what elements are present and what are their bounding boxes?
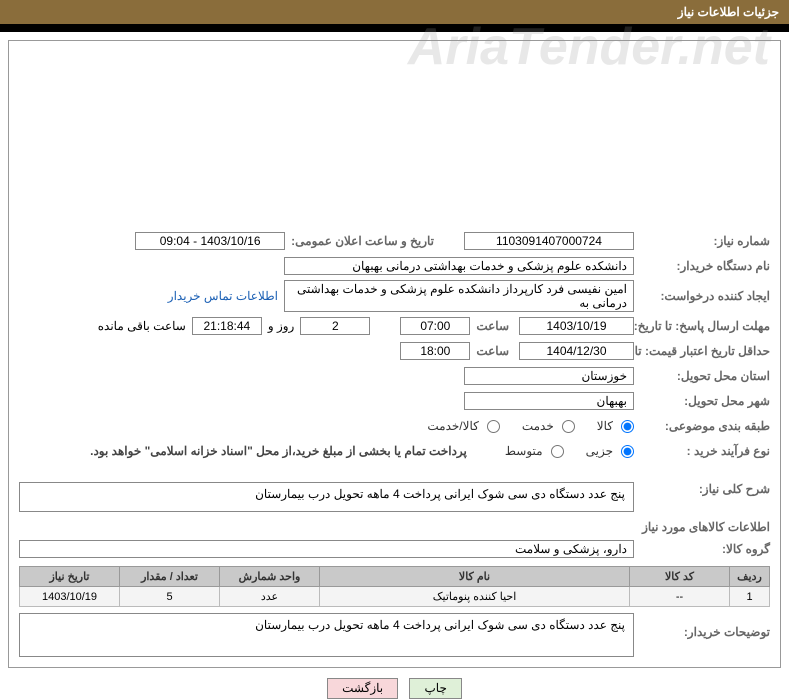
city-label: شهر محل تحویل: [640,394,770,408]
back-button[interactable]: بازگشت [327,678,398,699]
category-khadamat-label: خدمت [522,419,554,433]
cell-date: 1403/10/19 [20,587,120,607]
announce-value: 1403/10/16 - 09:04 [135,232,285,250]
days-label: روز و [268,319,295,333]
group-value: دارو، پزشکی و سلامت [19,540,634,558]
contact-link[interactable]: اطلاعات تماس خریدار [168,289,278,303]
requester-label: ایجاد کننده درخواست: [640,289,770,303]
category-kala-label: کالا [597,419,613,433]
province-value: خوزستان [464,367,634,385]
remain-label: ساعت باقی مانده [98,319,186,333]
col-row: ردیف [730,567,770,587]
print-button[interactable]: چاپ [409,678,461,699]
reply-deadline-label: مهلت ارسال پاسخ: تا تاریخ: [640,319,770,333]
proc-jozi-label: جزیی [586,444,613,458]
buyer-org-value: دانشکده علوم پزشکی و خدمات بهداشتی درمان… [284,257,634,275]
col-name: نام کالا [320,567,630,587]
proc-jozi-radio[interactable] [621,445,634,458]
need-no-value: 1103091407000724 [464,232,634,250]
desc-value: پنج عدد دستگاه دی سی شوک ایرانی پرداخت 4… [19,613,634,657]
requester-value: امین نفیسی فرد کارپرداز دانشکده علوم پزش… [284,280,634,312]
cell-qty: 5 [120,587,220,607]
category-mix-label: کالا/خدمت [427,419,478,433]
reply-date-value: 1403/10/19 [519,317,634,335]
countdown-value: 21:18:44 [192,317,262,335]
content-panel: AriaTender.net شماره نیاز: 1103091407000… [8,40,781,668]
cell-row: 1 [730,587,770,607]
proc-note: پرداخت تمام یا بخشی از مبلغ خرید،از محل … [90,444,467,458]
category-kala-radio[interactable] [621,420,634,433]
proc-label: نوع فرآیند خرید : [640,444,770,458]
cell-name: احیا کننده پنوماتیک [320,587,630,607]
reply-hour-label: ساعت [476,319,509,333]
days-value: 2 [300,317,370,335]
cell-unit: عدد [220,587,320,607]
col-qty: تعداد / مقدار [120,567,220,587]
sharh-label: شرح کلی نیاز: [640,482,770,496]
category-mix-radio[interactable] [487,420,500,433]
sharh-value: پنج عدد دستگاه دی سی شوک ایرانی پرداخت 4… [19,482,634,512]
proc-mid-radio[interactable] [551,445,564,458]
valid-date-value: 1404/12/30 [519,342,634,360]
city-value: بهبهان [464,392,634,410]
need-no-label: شماره نیاز: [640,234,770,248]
category-khadamat-radio[interactable] [562,420,575,433]
category-label: طبقه بندی موضوعی: [640,419,770,433]
valid-label: حداقل تاریخ اعتبار قیمت: تا تاریخ: [640,344,770,358]
group-label: گروه کالا: [640,542,770,556]
goods-info-label: اطلاعات کالاهای مورد نیاز [19,520,770,534]
table-row: 1 -- احیا کننده پنوماتیک عدد 5 1403/10/1… [20,587,770,607]
col-unit: واحد شمارش [220,567,320,587]
col-code: کد کالا [630,567,730,587]
cell-code: -- [630,587,730,607]
buyer-org-label: نام دستگاه خریدار: [640,259,770,273]
desc-label: توضیحات خریدار: [640,613,770,639]
col-date: تاریخ نیاز [20,567,120,587]
province-label: استان محل تحویل: [640,369,770,383]
valid-time-value: 18:00 [400,342,470,360]
reply-time-value: 07:00 [400,317,470,335]
valid-hour-label: ساعت [476,344,509,358]
announce-label: تاریخ و ساعت اعلان عمومی: [291,234,434,248]
proc-mid-label: متوسط [505,444,543,458]
goods-table: ردیف کد کالا نام کالا واحد شمارش تعداد /… [19,566,770,607]
header-title: جزئیات اطلاعات نیاز [0,0,789,32]
